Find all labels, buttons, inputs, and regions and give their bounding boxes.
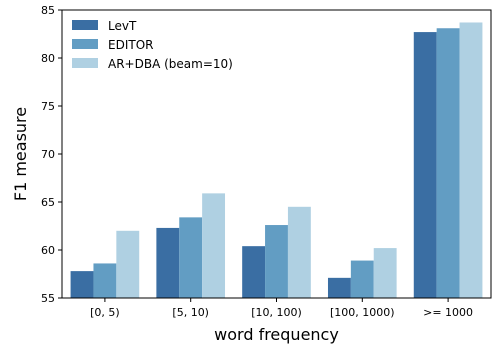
y-tick-label-3: 70 [41,148,55,161]
legend-swatch-2 [72,58,98,68]
x-axis-ticks: [0, 5) [5, 10) [10, 100) [100, 1000) >= 1000 [90,298,473,319]
x-tick-label-3: [100, 1000) [330,306,395,319]
y-tick-label-4: 75 [41,100,55,113]
legend-swatch-0 [72,20,98,30]
x-axis-label: word frequency [214,325,339,344]
legend-label-2: AR+DBA (beam=10) [108,57,233,71]
y-tick-label-5: 80 [41,52,55,65]
y-tick-label-1: 60 [41,244,55,257]
y-tick-label-6: 85 [41,4,55,17]
bar-0-4 [413,32,437,299]
legend-label-1: EDITOR [108,38,153,52]
y-axis-label: F1 measure [11,107,30,201]
bars-group [70,22,483,299]
bar-0-2 [242,246,266,298]
legend: LevT EDITOR AR+DBA (beam=10) [72,19,233,71]
bar-2-4 [459,22,483,298]
bar-2-2 [287,206,311,298]
bar-2-3 [373,248,397,298]
bar-0-0 [70,271,94,298]
bar-1-0 [93,263,117,298]
legend-swatch-1 [72,39,98,49]
bar-0-3 [327,277,351,298]
x-tick-label-0: [0, 5) [90,306,120,319]
y-tick-label-0: 55 [41,292,55,305]
x-tick-label-1: [5, 10) [172,306,209,319]
y-tick-label-2: 65 [41,196,55,209]
bar-1-1 [179,217,203,298]
bar-2-0 [116,230,140,298]
y-axis-ticks: 55 60 65 70 75 80 85 [41,4,62,305]
bar-0-1 [156,227,180,298]
bar-1-2 [265,225,288,298]
x-tick-label-2: [10, 100) [251,306,302,319]
bar-1-4 [436,28,460,299]
legend-label-0: LevT [108,19,137,33]
x-tick-label-4: >= 1000 [423,306,473,319]
bar-1-3 [350,260,374,298]
bar-2-1 [202,193,226,298]
